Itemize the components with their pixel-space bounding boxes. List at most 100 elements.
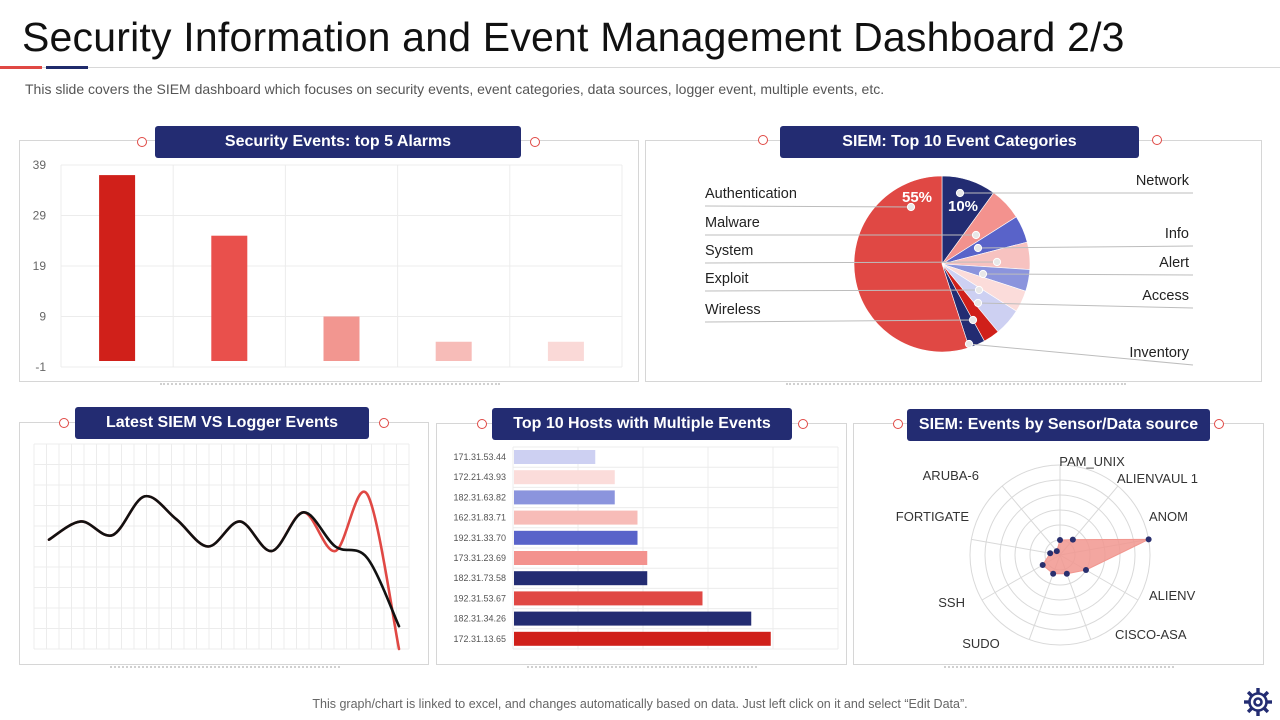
host-bar: [514, 571, 648, 586]
header-ring-left: [893, 419, 903, 429]
header-ring-left: [137, 137, 147, 147]
host-label: 192.31.53.67: [453, 593, 506, 603]
header-ring-right: [1214, 419, 1224, 429]
y-tick-label: 29: [33, 209, 47, 223]
pie-label-right: Info: [1165, 226, 1189, 242]
pie-leader-line: [968, 343, 1194, 366]
host-bar: [514, 530, 638, 545]
pie-leader-dot: [906, 202, 916, 212]
page-subtitle: This slide covers the SIEM dashboard whi…: [25, 81, 885, 97]
pie-slice: [853, 175, 970, 353]
alarm-bar: [435, 341, 472, 361]
radar-axis-label: ARUBA-6: [923, 468, 979, 483]
pie-leader-dot: [978, 269, 988, 279]
pie-label-left: Authentication: [705, 186, 797, 202]
pie-leader-line: [977, 302, 1194, 309]
pie-data-label: 10%: [948, 198, 978, 215]
header-ring-right: [379, 418, 389, 428]
logger-header: Latest SIEM VS Logger Events: [75, 407, 369, 439]
pie-leader-dot: [968, 315, 978, 325]
host-label: 171.31.53.44: [453, 452, 506, 462]
pie-label-left: System: [705, 243, 753, 259]
gear-icon[interactable]: [1242, 686, 1274, 718]
radar-point: [1039, 562, 1046, 568]
y-tick-label: 19: [33, 259, 47, 273]
pie-label-left: Wireless: [705, 302, 761, 318]
host-bar: [514, 591, 703, 606]
panel-dots: [786, 379, 1126, 385]
pie-leader-dot: [955, 188, 965, 198]
hosts-chart: 171.31.53.44 172.21.43.93 182.31.63.82 162.…: [453, 446, 839, 650]
host-bar: [514, 631, 771, 646]
radar-axis-label: ANOM: [1149, 509, 1188, 524]
pie-leader-line: [704, 261, 998, 264]
alarm-bar: [211, 235, 248, 361]
radar-axis-label: PAM_UNIX: [1059, 454, 1125, 469]
footer-note: This graph/chart is linked to excel, and…: [312, 697, 968, 711]
host-label: 182.31.63.82: [453, 492, 506, 502]
pie-leader-dot: [973, 298, 983, 308]
radar-area: [1042, 538, 1149, 575]
pie-leader-dot: [971, 230, 981, 240]
line-series-logger: [47, 494, 401, 628]
panel-dots: [527, 662, 757, 668]
pie-label-right: Access: [1142, 288, 1189, 304]
host-label: 172.31.13.65: [453, 634, 506, 644]
pie-leader-dot: [964, 339, 974, 349]
radar-point: [1053, 548, 1060, 555]
host-bar: [514, 450, 596, 464]
hosts-header: Top 10 Hosts with Multiple Events: [492, 408, 792, 440]
radar-axis-label: SUDO: [962, 636, 1000, 651]
alarm-bar: [99, 175, 136, 361]
y-tick-label: 39: [33, 158, 47, 172]
alarm-bar: [547, 341, 584, 361]
panel-dots: [944, 662, 1174, 668]
radar-spoke: [1001, 485, 1061, 556]
pie-leader-line: [982, 273, 1194, 276]
title-accent-red: [0, 66, 42, 69]
radar-axis-label: ALIENVAUL 1: [1117, 471, 1198, 486]
pie-label-left: Malware: [705, 215, 760, 231]
pie-leader-line: [704, 289, 980, 292]
radar-axis-label: FORTIGATE: [896, 509, 970, 524]
pie-leader-dot: [973, 243, 983, 253]
pie-data-label: 55%: [902, 189, 932, 206]
y-tick-label: 9: [39, 310, 46, 324]
sensor-chart: PAM_UNIX ALIENVAUL 1 ANOM ALIENV CISCO-ASA SU…: [896, 454, 1198, 651]
pie-label-right: Network: [1136, 173, 1190, 189]
host-bar: [514, 470, 615, 485]
categories-header: SIEM: Top 10 Event Categories: [780, 126, 1139, 158]
pie-label-right: Alert: [1159, 255, 1189, 271]
pie-leader-dot: [992, 257, 1002, 267]
radar-axis-label: CISCO-ASA: [1115, 627, 1187, 642]
header-ring-right: [530, 137, 540, 147]
panel-dots: [160, 379, 500, 385]
pie-leader-line: [704, 319, 974, 323]
logger-panel: [19, 422, 429, 668]
pie-leader-line: [704, 205, 912, 208]
y-tick-label: -1: [35, 360, 46, 374]
radar-point: [1057, 537, 1063, 543]
pie-leader-dot: [974, 285, 984, 295]
radar-spoke: [971, 538, 1061, 556]
host-bar: [514, 510, 638, 525]
header-ring-right: [798, 419, 808, 429]
header-ring-left: [59, 418, 69, 428]
radar-point: [1082, 567, 1089, 573]
alarms-header: Security Events: top 5 Alarms: [155, 126, 521, 158]
host-label: 172.21.43.93: [453, 472, 506, 482]
host-label: 192.31.33.70: [453, 533, 506, 543]
header-ring-left: [758, 135, 768, 145]
title-accent-navy: [46, 66, 88, 69]
host-bar: [514, 611, 752, 626]
radar-point: [1047, 550, 1054, 557]
alarms-chart: 39 29 19 9 -1: [33, 158, 623, 374]
radar-point: [1145, 536, 1152, 543]
host-label: 182.31.34.26: [453, 614, 506, 624]
sensor-header: SIEM: Events by Sensor/Data source: [907, 409, 1210, 441]
host-label: 182.31.73.58: [453, 573, 506, 583]
pie-label-left: Exploit: [705, 271, 749, 287]
pie-label-right: Inventory: [1129, 345, 1189, 361]
title-divider: [0, 67, 1280, 68]
host-label: 162.31.83.71: [453, 513, 506, 523]
